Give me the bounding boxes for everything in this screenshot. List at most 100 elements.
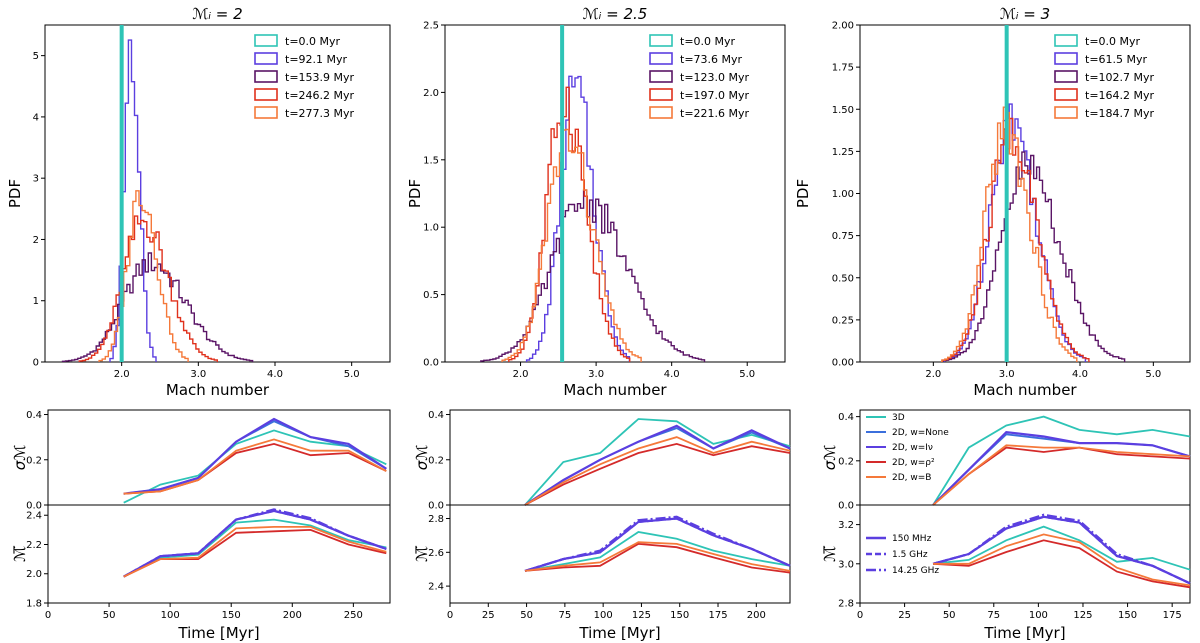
y-tick-label: 2.5: [423, 21, 439, 32]
series-line-2: [123, 420, 387, 495]
series-line-1: [123, 518, 387, 578]
series-line-3: [524, 424, 791, 506]
legend-label: 2D, w=B: [892, 473, 931, 483]
y-tick-label: 2.6: [428, 548, 444, 559]
x-tick-label: 0: [857, 610, 863, 621]
x-tick-label: 100: [161, 610, 180, 621]
legend-swatch: [649, 88, 673, 101]
y-tick-label: 0.00: [832, 358, 854, 369]
legend-swatch: [649, 34, 673, 47]
x-tick-label: 100: [1029, 610, 1048, 621]
legend-swatch: [1054, 52, 1078, 65]
y-tick-label: 1.25: [832, 147, 854, 158]
histogram-series-4: [98, 190, 189, 362]
series-line-1: [524, 418, 791, 506]
y-tick-label: 0.4: [838, 412, 854, 423]
legend-label: 2D, w=Iν: [892, 443, 933, 453]
legend-label: t=73.6 Myr: [680, 53, 743, 66]
y-tick-label: 3.0: [838, 559, 854, 570]
series-line-5: [524, 436, 791, 506]
histogram-panel-2: 0.0 0.5 1.0 1.5 2.0 2.5 2.0 3.0 4.0 5.0 ℳᵢ = 2.5 Ma…: [406, 5, 786, 399]
y-tick-label: 1.5: [423, 155, 439, 166]
legend-label: t=0.0 Myr: [285, 35, 341, 48]
series-line-3: [932, 515, 1191, 585]
series-line-2: [932, 515, 1191, 585]
y-axis-label: σℳ: [821, 445, 839, 471]
y-tick-label: 1: [33, 296, 39, 307]
series-line-4: [524, 515, 791, 572]
x-axis-label: Mach number: [563, 381, 667, 399]
x-tick-label: 5.0: [344, 369, 360, 380]
series-line-5: [933, 539, 1191, 589]
y-tick-label: 0.0: [423, 358, 439, 369]
legend-swatch: [649, 106, 673, 119]
series-line-1: [524, 531, 791, 572]
y-tick-label: 0.50: [832, 273, 854, 284]
histogram-series-3: [508, 86, 631, 362]
legend-label: t=0.0 Myr: [680, 35, 736, 48]
y-tick-label: 0: [33, 358, 39, 369]
legend-label: t=164.2 Myr: [1085, 89, 1155, 102]
histogram-series-4: [501, 128, 642, 362]
x-tick-label: 3.0: [190, 369, 206, 380]
y-tick-label: 2.4: [26, 511, 42, 522]
histogram-series-1: [109, 39, 157, 362]
x-tick-label: 50: [943, 610, 956, 621]
legend-swatch: [254, 106, 278, 119]
legend-swatch: [1054, 34, 1078, 47]
panel-title: ℳᵢ = 2.5: [583, 5, 648, 23]
legend-label: t=197.0 Myr: [680, 89, 750, 102]
x-tick-label: 150: [1118, 610, 1137, 621]
x-tick-label: 75: [987, 610, 1000, 621]
y-axis-label: PDF: [6, 179, 24, 208]
legend-swatch: [649, 52, 673, 65]
y-tick-label: 0.75: [832, 231, 854, 242]
mean-panel-3: 2.8 3.0 3.2 0 25 50 75 100 125 150 175 Time [Myr] ℳ̅…: [821, 504, 1191, 642]
legend-label: 150 MHz: [892, 534, 932, 544]
y-axis-label: PDF: [794, 179, 812, 208]
series-line-6: [933, 533, 1191, 587]
legend-swatch: [254, 70, 278, 83]
x-tick-label: 175: [1163, 610, 1182, 621]
histogram-series-1: [943, 103, 1087, 362]
x-tick-label: 125: [1073, 610, 1092, 621]
y-tick-label: 2.4: [428, 582, 444, 593]
y-axis-label: σℳ: [413, 445, 431, 471]
legend-swatch: [649, 70, 673, 83]
series-line-5: [524, 542, 791, 574]
y-tick-label: 0.2: [838, 456, 854, 467]
histogram-panel-3: 0.00 0.25 0.50 0.75 1.00 1.25 1.50 1.75 2.00 2.0 3…: [794, 5, 1191, 399]
y-tick-label: 1.8: [26, 599, 42, 610]
y-tick-label: 2: [33, 235, 39, 246]
x-axis-label: Time [Myr]: [177, 624, 259, 642]
series-line-3: [123, 509, 387, 578]
legend-label: t=61.5 Myr: [1085, 53, 1148, 66]
y-axis-label: ℳ̅: [413, 545, 431, 562]
legend-label: t=0.0 Myr: [1085, 35, 1141, 48]
y-tick-label: 1.75: [832, 63, 854, 74]
legend-label: t=277.3 Myr: [285, 107, 355, 120]
legend-label: 2D, w=None: [892, 428, 949, 438]
initial-distribution-line: [560, 25, 565, 362]
sigma-panel-1: 0.0 0.2 0.4 σℳ: [11, 409, 391, 512]
y-tick-label: 1.00: [832, 189, 854, 200]
legend-label: 14.25 GHz: [892, 566, 939, 576]
x-tick-label: 4.0: [664, 369, 680, 380]
series-line-3: [123, 417, 387, 495]
series-line-5: [932, 444, 1191, 506]
legend-label: 3D: [892, 413, 905, 423]
panel-title: ℳᵢ = 3: [1000, 5, 1050, 23]
series-line-4: [932, 513, 1191, 585]
y-tick-label: 0.0: [26, 501, 42, 512]
x-tick-label: 50: [103, 610, 116, 621]
x-tick-label: 5.0: [739, 369, 755, 380]
histogram-series-2: [480, 189, 706, 362]
series-line-5: [123, 438, 387, 495]
y-tick-label: 0.4: [428, 410, 444, 421]
series-line-4: [123, 508, 387, 578]
plot-frame: [449, 504, 791, 604]
legend-label: t=221.6 Myr: [680, 107, 750, 120]
y-tick-label: 3: [33, 174, 39, 185]
y-tick-label: 5: [33, 51, 39, 62]
